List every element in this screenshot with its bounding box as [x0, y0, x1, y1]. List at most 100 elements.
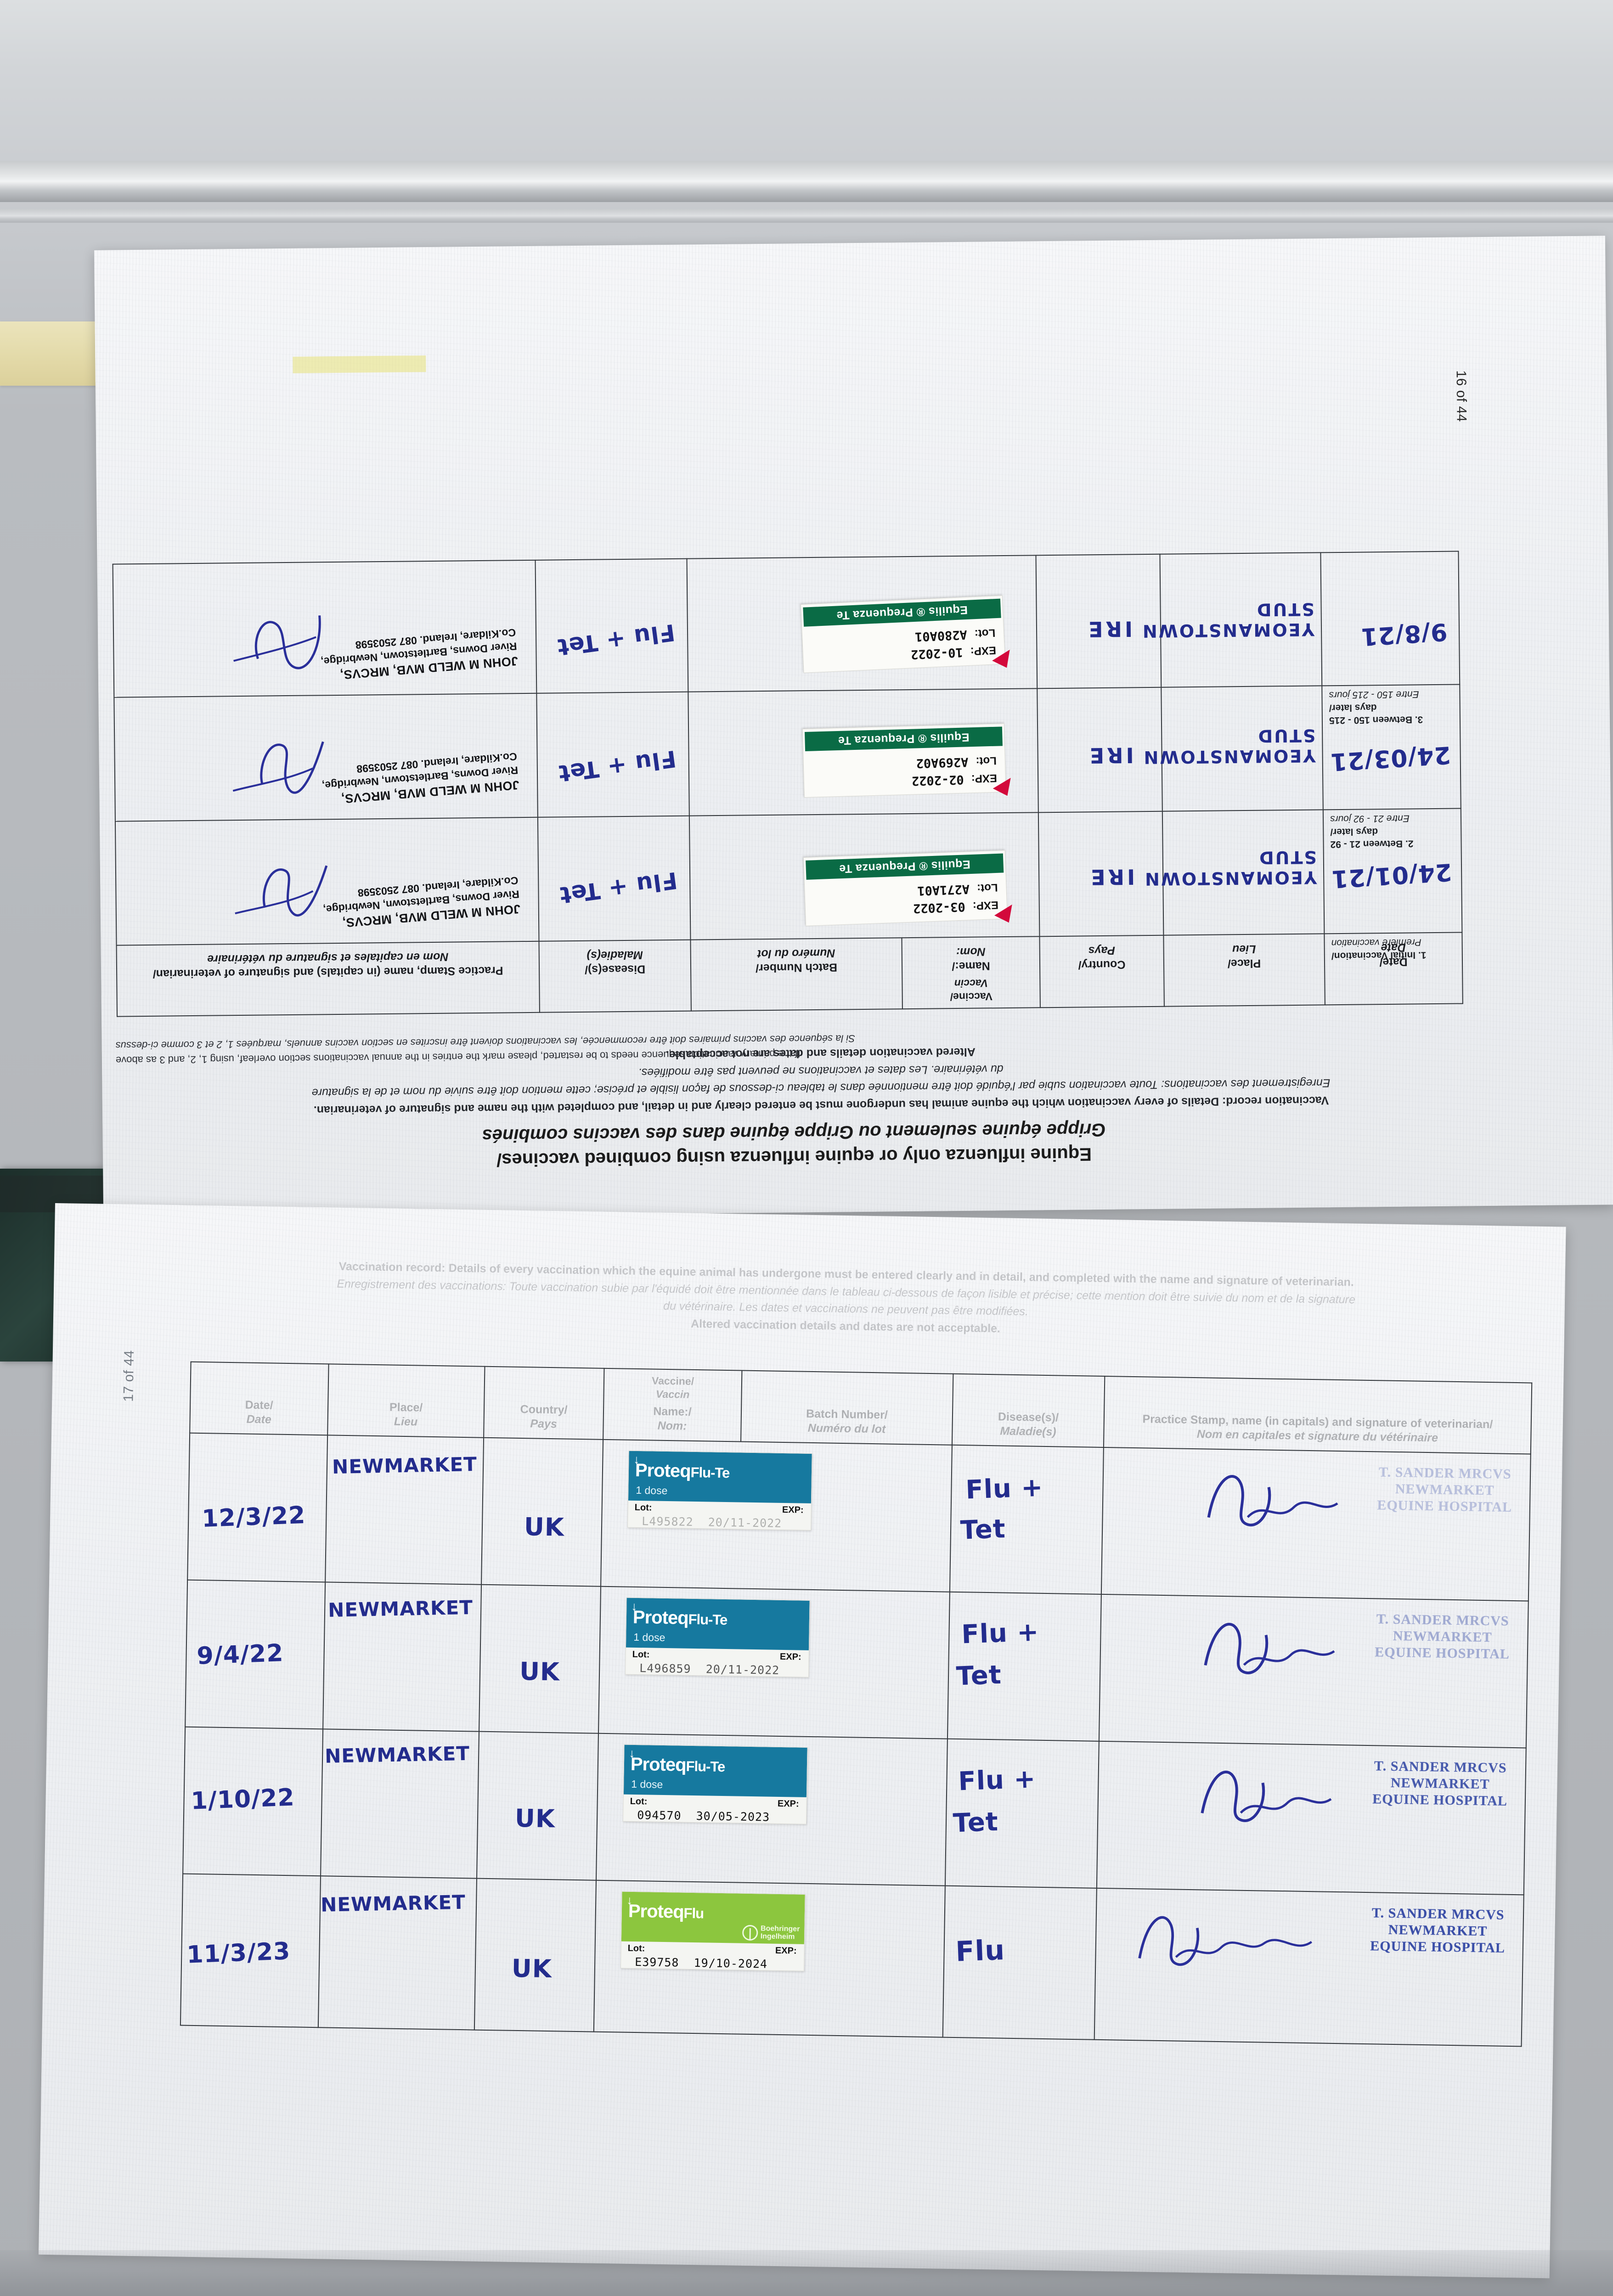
handwritten-disease-line1: Flu +	[961, 1617, 1040, 1650]
sticker-lot-exp-values: L495822 20/11-2022	[642, 1514, 782, 1530]
sticker-brand: ProteqFlu-Te	[630, 1754, 725, 1775]
handwritten-country: UK	[511, 1953, 553, 1984]
cell-date: 9/8/21 3. Between 150 - 215 days later/ …	[1320, 551, 1460, 726]
handwritten-place: YEOMANSTOWN STUD	[1142, 725, 1316, 768]
th-practice-stamp: Practice Stamp, name (in capitals) and s…	[116, 941, 540, 1017]
handwritten-disease-line1: Flu +	[965, 1472, 1044, 1505]
handwritten-date: 11/3/23	[186, 1937, 291, 1969]
table-row: 9/8/21 3. Between 150 - 215 days later/ …	[113, 551, 1460, 726]
table-row: 9/4/22 NEWMARKET UK ↓	[185, 1580, 1528, 1748]
vet-signature	[235, 865, 328, 917]
cell-disease: Flu + Tet	[537, 816, 691, 941]
cell-stamp: T. SANDER MRCVS NEWMARKET EQUINE HOSPITA…	[1101, 1447, 1531, 1601]
th-batch-number: Batch Number/ Numéro du lot	[741, 1370, 953, 1445]
cell-place: YEOMANSTOWN STUD	[1142, 686, 1323, 811]
sticker-lot-label: Lot:	[630, 1796, 648, 1807]
cell-vaccine: ↓ ProteqFlu-Te 1 dose Lot: EXP: L496859	[598, 1586, 950, 1739]
sticker-brand: ProteqFlu	[628, 1901, 704, 1922]
sticker-brand: ProteqFlu-Te	[635, 1460, 730, 1481]
handwritten-place: NEWMARKET	[332, 1452, 478, 1478]
sticker-brand: Equilis ® Prequenza Te	[804, 726, 1003, 752]
page-number-upper: 16 of 44	[1453, 370, 1469, 422]
vaccine-sticker-proteq: ↓ ProteqFlu-Te 1 dose Lot: EXP: L496859	[625, 1597, 810, 1677]
th-batch-number: Batch Number/ Numéro du lot	[690, 938, 902, 1011]
handwritten-place: YEOMANSTOWN STUD	[1143, 847, 1317, 889]
vet-signature	[1204, 1623, 1335, 1674]
sticker-lot-exp-values: E39758 19/10-2024	[634, 1955, 768, 1971]
sticker-lot-label: Lot:	[632, 1649, 650, 1660]
sticker-dose: 1 dose	[633, 1631, 666, 1643]
cell-place: NEWMARKET	[323, 1582, 482, 1732]
handwritten-country: UK	[524, 1512, 565, 1542]
cell-disease: Flu + Tet	[535, 558, 688, 693]
cell-country: UK	[474, 1878, 596, 2032]
handwritten-date: 24/03/21	[1329, 740, 1452, 776]
vaccine-sticker-proteq: ↓ ProteqFlu-Te 1 dose Lot: EXP: 094570	[623, 1744, 808, 1824]
document-page-lower: Vaccination record: Details of every vac…	[39, 1203, 1566, 2279]
vaccine-sticker-proteq: ↓ ProteqFlu Boehringer Ingelheim	[620, 1891, 806, 1971]
cell-stamp: JOHN M WELD MVB, MRCVS, River Downs, Bar…	[113, 560, 537, 698]
sticker-lot: Lot: A271A01	[917, 881, 998, 898]
cell-disease: Flu + Tet	[536, 692, 689, 817]
handwritten-date: 24/01/21	[1330, 857, 1453, 893]
th-diseases: Disease(s)/ Maladie(s)	[539, 940, 691, 1013]
cell-place: YEOMANSTOWN STUD	[1141, 552, 1322, 687]
handwritten-date: 9/8/21	[1359, 617, 1448, 651]
cell-place: NEWMARKET	[321, 1729, 479, 1879]
cell-disease: Flu	[942, 1885, 1097, 2040]
handwritten-disease-line2: Tet	[952, 1806, 999, 1839]
cell-date: 1/10/22	[183, 1727, 323, 1876]
sticker-lot-exp-values: L496859 20/11-2022	[639, 1661, 780, 1677]
cell-date: 11/3/23	[180, 1874, 321, 2028]
cell-place: NEWMARKET	[325, 1435, 484, 1585]
vaccine-sticker-equilis: EXP: 10-2022 Lot: A280A01 Equilis ® Preq…	[800, 595, 1010, 673]
handwritten-disease-line1: Flu +	[958, 1764, 1037, 1797]
cell-vaccine: EXP: 03-2022 Lot: A271A01 Equilis ® Preq…	[689, 812, 1040, 940]
handwritten-date: 9/4/22	[196, 1639, 284, 1670]
sequence-label: 3. Between 150 - 215 days later/ Entre 1…	[1329, 689, 1423, 726]
cell-vaccine: EXP: 10-2022 Lot: A280A01 Equilis ® Preq…	[687, 555, 1038, 692]
handwritten-disease-line2: Tet	[959, 1514, 1006, 1546]
sticker-lot-exp-values: 094570 30/05-2023	[637, 1808, 770, 1824]
cell-place: NEWMARKET	[318, 1876, 477, 2030]
table-row: 11/3/23 NEWMARKET UK ↓	[180, 1874, 1524, 2047]
vet-signature	[1207, 1475, 1338, 1526]
practice-stamp: T. SANDER MRCVS NEWMARKET EQUINE HOSPITA…	[1377, 1464, 1512, 1515]
vaccine-sticker-equilis: EXP: 03-2022 Lot: A271A01 Equilis ® Preq…	[803, 850, 1012, 926]
handwritten-date: 12/3/22	[201, 1501, 306, 1533]
document-page-upper: Equine influenza only or equine influenz…	[94, 236, 1613, 1219]
practice-stamp: T. SANDER MRCVS NEWMARKET EQUINE HOSPITA…	[1375, 1611, 1510, 1662]
cell-vaccine: ↓ ProteqFlu-Te 1 dose Lot: EXP: L495822	[601, 1439, 952, 1592]
cell-country: IRE	[1036, 554, 1162, 689]
handwritten-country: IRE	[1085, 616, 1133, 642]
table-row: 24/03/21 2. Between 21 - 92 days later/ …	[114, 684, 1461, 850]
boehringer-ingelheim-icon	[742, 1925, 758, 1941]
manufacturer-logo: Boehringer Ingelheim	[742, 1925, 800, 1941]
sticker-exp-label: EXP:	[775, 1945, 797, 1956]
handwritten-place: YEOMANSTOWN STUD	[1141, 599, 1315, 642]
cell-disease: Flu + Tet	[949, 1445, 1104, 1594]
sticker-head: ↓ ProteqFlu-Te 1 dose	[626, 1598, 810, 1650]
vet-signature	[232, 741, 324, 794]
highlight-mark-upper	[293, 355, 426, 373]
sticker-exp-label: EXP:	[777, 1798, 799, 1809]
th-country: Country/ Pays	[1039, 935, 1164, 1008]
sequence-label: 2. Between 21 - 92 days later/ Entre 21 …	[1330, 813, 1414, 850]
th-vaccine-name: Vaccine/ Vaccin Name:/ Nom:	[902, 936, 1040, 1009]
vaccine-sticker-proteq: ↓ ProteqFlu-Te 1 dose Lot: EXP: L495822	[627, 1450, 812, 1531]
th-practice-stamp: Practice Stamp, name (in capitals) and s…	[1103, 1376, 1532, 1454]
cell-vaccine: EXP: 02-2022 Lot: A269A02 Equilis ® Preq…	[688, 688, 1038, 816]
lower-page-instructions: Vaccination record: Details of every vac…	[337, 1260, 1356, 1335]
sticker-lot: Lot: A269A02	[916, 754, 997, 771]
sticker-exp: EXP: 03-2022	[913, 898, 999, 916]
handwritten-country: IRE	[1088, 864, 1135, 890]
th-place: Place/ Lieu	[1163, 934, 1325, 1007]
handwritten-country: IRE	[1087, 743, 1134, 768]
sticker-dose: 1 dose	[636, 1484, 668, 1497]
sticker-exp-label: EXP:	[779, 1651, 801, 1662]
cell-place: YEOMANSTOWN STUD	[1144, 810, 1325, 935]
vet-signature	[1138, 1916, 1313, 1966]
handwritten-place: NEWMARKET	[324, 1742, 470, 1767]
sticker-exp: EXP: 10-2022	[910, 644, 997, 662]
sticker-head: ↓ ProteqFlu Boehringer Ingelheim	[621, 1891, 805, 1944]
